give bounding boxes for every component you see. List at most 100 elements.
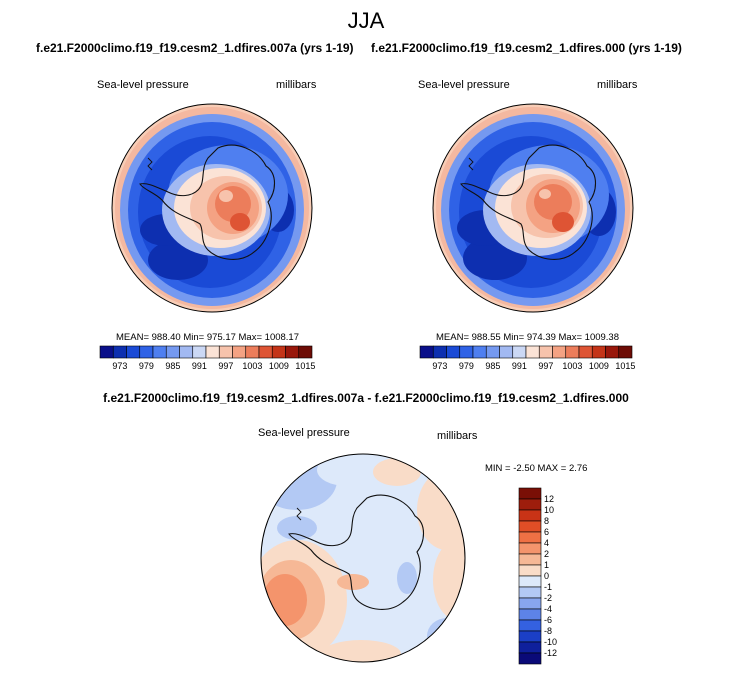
colorbar-box xyxy=(152,345,167,359)
colorbar-tick-label: 979 xyxy=(138,361,154,371)
panel1-field-label: Sea-level pressure xyxy=(97,79,189,91)
panel2-field-label: Sea-level pressure xyxy=(418,79,510,91)
panel2-stats: MEAN= 988.55 Min= 974.39 Max= 1009.38 xyxy=(436,332,619,343)
difference-map xyxy=(260,453,466,663)
colorbar-box xyxy=(578,345,593,359)
colorbar-box xyxy=(139,345,154,359)
colorbar-box xyxy=(518,597,542,610)
colorbar-box xyxy=(518,652,542,665)
colorbar-tick-label: 979 xyxy=(458,361,474,371)
colorbar-tick-label: 1 xyxy=(544,560,550,570)
panel2-colorbar xyxy=(419,345,633,359)
colorbar-tick-label: 4 xyxy=(544,538,550,548)
colorbar-tick-label: 1015 xyxy=(295,361,316,371)
colorbar-tick-label: 997 xyxy=(538,361,554,371)
colorbar-box xyxy=(538,345,553,359)
panel2-units-label: millibars xyxy=(597,79,638,91)
colorbar-box xyxy=(112,345,127,359)
colorbar-box xyxy=(271,345,286,359)
difference-minmax: MIN = -2.50 MAX = 2.76 xyxy=(485,463,588,474)
colorbar-tick-label: -6 xyxy=(544,615,553,625)
season-title: JJA xyxy=(347,8,385,33)
colorbar-box xyxy=(485,345,500,359)
colorbar-box xyxy=(552,345,567,359)
difference-colorbar-ticks: 12 10 8 6 4 2 1 0 -1 -2 -4 -6 -8 -10 -12 xyxy=(544,488,584,664)
difference-units-label: millibars xyxy=(437,430,478,442)
colorbar-box xyxy=(245,345,260,359)
colorbar-box xyxy=(446,345,461,359)
colorbar-tick-label: 1009 xyxy=(268,361,289,371)
colorbar-box xyxy=(605,345,620,359)
colorbar-box xyxy=(179,345,194,359)
colorbar-box xyxy=(518,509,542,522)
colorbar-box xyxy=(591,345,606,359)
colorbar-box xyxy=(518,575,542,588)
colorbar-box xyxy=(232,345,247,359)
panel1-units-label: millibars xyxy=(276,79,317,91)
colorbar-box xyxy=(518,641,542,654)
colorbar-box xyxy=(512,345,527,359)
difference-field-label: Sea-level pressure xyxy=(258,427,350,439)
colorbar-box xyxy=(499,345,514,359)
colorbar-tick-label: 12 xyxy=(544,494,555,504)
colorbar-box xyxy=(258,345,273,359)
colorbar-box xyxy=(218,345,233,359)
difference-title: f.e21.F2000climo.f19_f19.cesm2_1.dfires.… xyxy=(103,391,629,405)
colorbar-box xyxy=(518,531,542,544)
colorbar-box xyxy=(472,345,487,359)
colorbar-tick-label: -4 xyxy=(544,604,553,614)
difference-colorbar xyxy=(518,487,542,665)
colorbar-box xyxy=(205,345,220,359)
colorbar-box xyxy=(165,345,180,359)
colorbar-tick-label: 2 xyxy=(544,549,550,559)
colorbar-tick-label: -10 xyxy=(544,637,558,647)
panel1-stats: MEAN= 988.40 Min= 975.17 Max= 1008.17 xyxy=(116,332,299,343)
colorbar-box xyxy=(99,345,114,359)
colorbar-tick-label: 1015 xyxy=(615,361,636,371)
colorbar-tick-label: -2 xyxy=(544,593,553,603)
colorbar-box xyxy=(618,345,633,359)
colorbar-box xyxy=(419,345,434,359)
colorbar-box xyxy=(459,345,474,359)
colorbar-box xyxy=(518,553,542,566)
colorbar-tick-label: 6 xyxy=(544,527,550,537)
colorbar-box xyxy=(518,586,542,599)
panel1-map xyxy=(111,103,313,313)
colorbar-tick-label: 10 xyxy=(544,505,555,515)
colorbar-tick-label: -12 xyxy=(544,648,558,658)
colorbar-tick-label: 985 xyxy=(485,361,501,371)
colorbar-tick-label: 1003 xyxy=(562,361,583,371)
colorbar-tick-label: 991 xyxy=(511,361,527,371)
colorbar-tick-label: -1 xyxy=(544,582,553,592)
colorbar-tick-label: 1009 xyxy=(588,361,609,371)
panel1-colorbar-ticks: 973 979 985 991 997 1003 1009 1015 xyxy=(100,361,316,373)
colorbar-box xyxy=(432,345,447,359)
panel2-case-title: f.e21.F2000climo.f19_f19.cesm2_1.dfires.… xyxy=(371,41,682,55)
panel2-map xyxy=(432,103,634,313)
colorbar-tick-label: 0 xyxy=(544,571,550,581)
colorbar-box xyxy=(525,345,540,359)
colorbar-box xyxy=(518,498,542,511)
colorbar-box xyxy=(518,520,542,533)
colorbar-box xyxy=(518,487,542,500)
colorbar-box xyxy=(192,345,207,359)
colorbar-box xyxy=(518,630,542,643)
colorbar-tick-label: 973 xyxy=(432,361,448,371)
colorbar-box xyxy=(518,542,542,555)
colorbar-box xyxy=(518,619,542,632)
colorbar-box xyxy=(126,345,141,359)
colorbar-tick-label: 1003 xyxy=(242,361,263,371)
panel2-colorbar-ticks: 973 979 985 991 997 1003 1009 1015 xyxy=(420,361,636,373)
colorbar-box xyxy=(518,564,542,577)
colorbar-box xyxy=(285,345,300,359)
panel1-colorbar xyxy=(99,345,313,359)
colorbar-tick-label: 8 xyxy=(544,516,550,526)
colorbar-tick-label: 997 xyxy=(218,361,234,371)
colorbar-tick-label: 985 xyxy=(165,361,181,371)
colorbar-tick-label: 991 xyxy=(191,361,207,371)
colorbar-tick-label: -8 xyxy=(544,626,553,636)
colorbar-box xyxy=(565,345,580,359)
colorbar-box xyxy=(298,345,313,359)
panel1-case-title: f.e21.F2000climo.f19_f19.cesm2_1.dfires.… xyxy=(36,41,354,55)
colorbar-tick-label: 973 xyxy=(112,361,128,371)
